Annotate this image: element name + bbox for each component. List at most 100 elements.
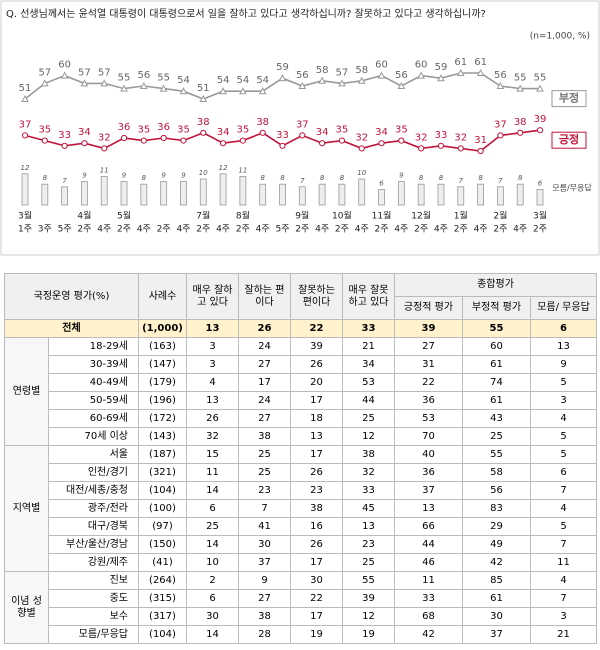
point — [81, 140, 88, 147]
cell: 5 — [530, 445, 597, 464]
cell: 45 — [342, 499, 395, 518]
cell: 19 — [290, 625, 343, 644]
cell: 22 — [394, 373, 463, 392]
data-label: 61 — [474, 57, 487, 68]
bar — [199, 178, 207, 206]
data-label: 51 — [197, 83, 210, 94]
bar — [100, 175, 108, 206]
point — [179, 87, 188, 95]
cell: 29 — [462, 517, 531, 536]
legend-box — [551, 90, 587, 108]
cell: 21 — [342, 337, 395, 356]
cell: 56 — [462, 481, 531, 500]
header-cell: 잘하는 편이다 — [238, 273, 291, 320]
bar — [180, 181, 187, 206]
cell: 42 — [462, 553, 531, 572]
cell: 5 — [530, 373, 597, 392]
cell: 44 — [342, 391, 395, 410]
month-label: 8월 — [236, 210, 250, 222]
cell: 대전/세종/충청 — [48, 481, 139, 500]
point — [100, 79, 109, 87]
data-label: 57 — [38, 67, 51, 78]
cell: 9 — [530, 355, 597, 374]
cell: (104) — [138, 625, 187, 644]
x-tick-label: 4주 — [256, 224, 270, 235]
x-tick-label: 2주 — [335, 224, 349, 235]
data-label: 59 — [276, 62, 289, 73]
cell: 전체 — [4, 319, 139, 338]
cell: 30 — [462, 607, 531, 626]
data-label: 37 — [19, 119, 32, 130]
point — [278, 74, 287, 82]
x-tick-label: 2주 — [77, 224, 91, 235]
cell: 부산/울산/경남 — [48, 535, 139, 554]
cell: 38 — [238, 607, 291, 626]
bar-label: 6 — [379, 179, 384, 187]
cell: 모름/무응답 — [48, 625, 139, 644]
x-tick-label: 2주 — [533, 224, 547, 235]
bar — [140, 183, 148, 206]
x-tick-label: 2주 — [454, 224, 468, 235]
point — [40, 79, 49, 87]
cell: 61 — [462, 355, 531, 374]
point — [417, 71, 425, 79]
row: 이념 성향별 진보 (264) 2 9 30 55 11 85 4 — [4, 571, 597, 644]
month-label: 12월 — [411, 210, 431, 222]
point — [219, 140, 227, 147]
bar — [477, 183, 484, 206]
bar-label: 8 — [419, 174, 424, 182]
chart-title: Q. 선생님께서는 윤석열 대통령이 대통령으로서 일을 잘하고 있다고 생각하… — [6, 7, 486, 20]
data-label: 58 — [355, 65, 368, 76]
month-label: 1월 — [454, 210, 468, 222]
data-label: 36 — [157, 122, 170, 133]
cell: 36 — [394, 463, 463, 482]
x-tick-label: 4주 — [315, 224, 329, 235]
bar-label: 8 — [518, 174, 523, 182]
bar — [279, 183, 286, 206]
cell: 55 — [342, 571, 395, 590]
point — [298, 81, 307, 89]
cell: 6 — [186, 589, 239, 608]
cell: 25 — [342, 553, 395, 572]
cell: 14 — [186, 625, 239, 644]
cell: 27 — [394, 337, 463, 356]
data-label: 37 — [494, 119, 507, 130]
cell: 16 — [290, 517, 343, 536]
cell: 38 — [238, 427, 291, 446]
cell: (315) — [138, 589, 187, 608]
data-label: 54 — [217, 75, 230, 86]
cell: 28 — [238, 625, 291, 644]
cell: 70세 이상 — [48, 427, 139, 446]
point — [239, 87, 247, 95]
point — [219, 87, 227, 95]
cell: 30 — [238, 535, 291, 554]
bar-label: 12 — [21, 164, 30, 172]
row: 연령별 18-29세 (163) 3 24 39 21 27 60 13 — [4, 337, 597, 446]
bar — [21, 173, 29, 206]
cell: 12 — [342, 607, 395, 626]
point — [358, 145, 365, 152]
cell: 26 — [186, 409, 239, 428]
data-label: 61 — [454, 57, 467, 68]
cell: 22 — [290, 319, 343, 338]
point — [140, 137, 147, 144]
bar — [378, 188, 385, 206]
cell: 37 — [394, 481, 463, 500]
cell: 61 — [462, 391, 531, 410]
data-label: 57 — [78, 67, 91, 78]
point — [437, 142, 445, 149]
cell: 23 — [342, 535, 395, 554]
header-cell: 매우 잘하고 있다 — [186, 273, 239, 320]
x-tick-label: 4주 — [355, 224, 369, 235]
data-label: 35 — [395, 125, 408, 136]
group-cell: 이념 성향별 — [4, 571, 49, 644]
data-label: 39 — [534, 114, 547, 125]
cell: 서울 — [48, 445, 139, 464]
point — [299, 132, 306, 139]
point — [378, 140, 385, 147]
bar-label: 7 — [498, 177, 503, 185]
x-tick-label: 4주 — [394, 224, 408, 235]
legend-label: 긍정 — [559, 132, 579, 146]
data-label: 51 — [19, 83, 32, 94]
data-label: 34 — [316, 127, 329, 138]
